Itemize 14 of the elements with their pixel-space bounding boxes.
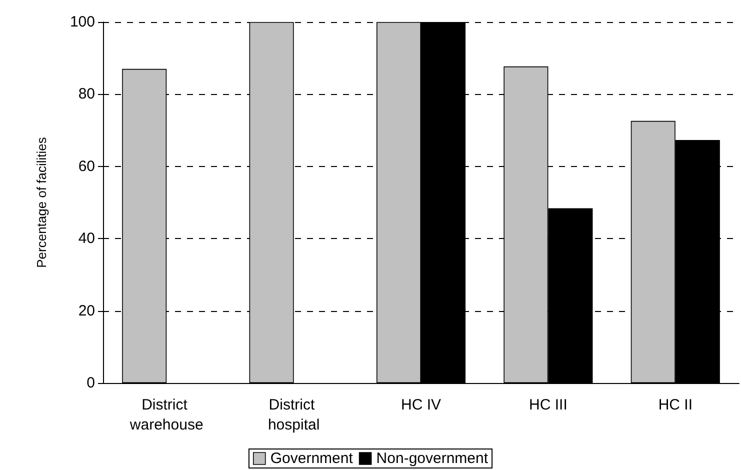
y-axis-title: Percentage of facilities [34, 136, 49, 268]
x-tick-label: HC IV [400, 396, 442, 414]
y-tick-label: 60 [78, 158, 95, 175]
y-tick-label: 100 [70, 14, 95, 30]
x-tick-label: District hospital [268, 396, 320, 434]
y-tick-label: 80 [78, 86, 95, 103]
legend-label: Non-government [376, 450, 489, 467]
y-tick-label: 20 [78, 302, 95, 320]
x-tick-label: HC III [529, 396, 568, 414]
legend-label: Government [270, 450, 354, 467]
x-tick-label: District warehouse [128, 396, 204, 434]
y-tick-label: 0 [86, 374, 95, 392]
x-tick-label: HC II [658, 396, 692, 414]
y-tick-label: 40 [78, 230, 95, 248]
